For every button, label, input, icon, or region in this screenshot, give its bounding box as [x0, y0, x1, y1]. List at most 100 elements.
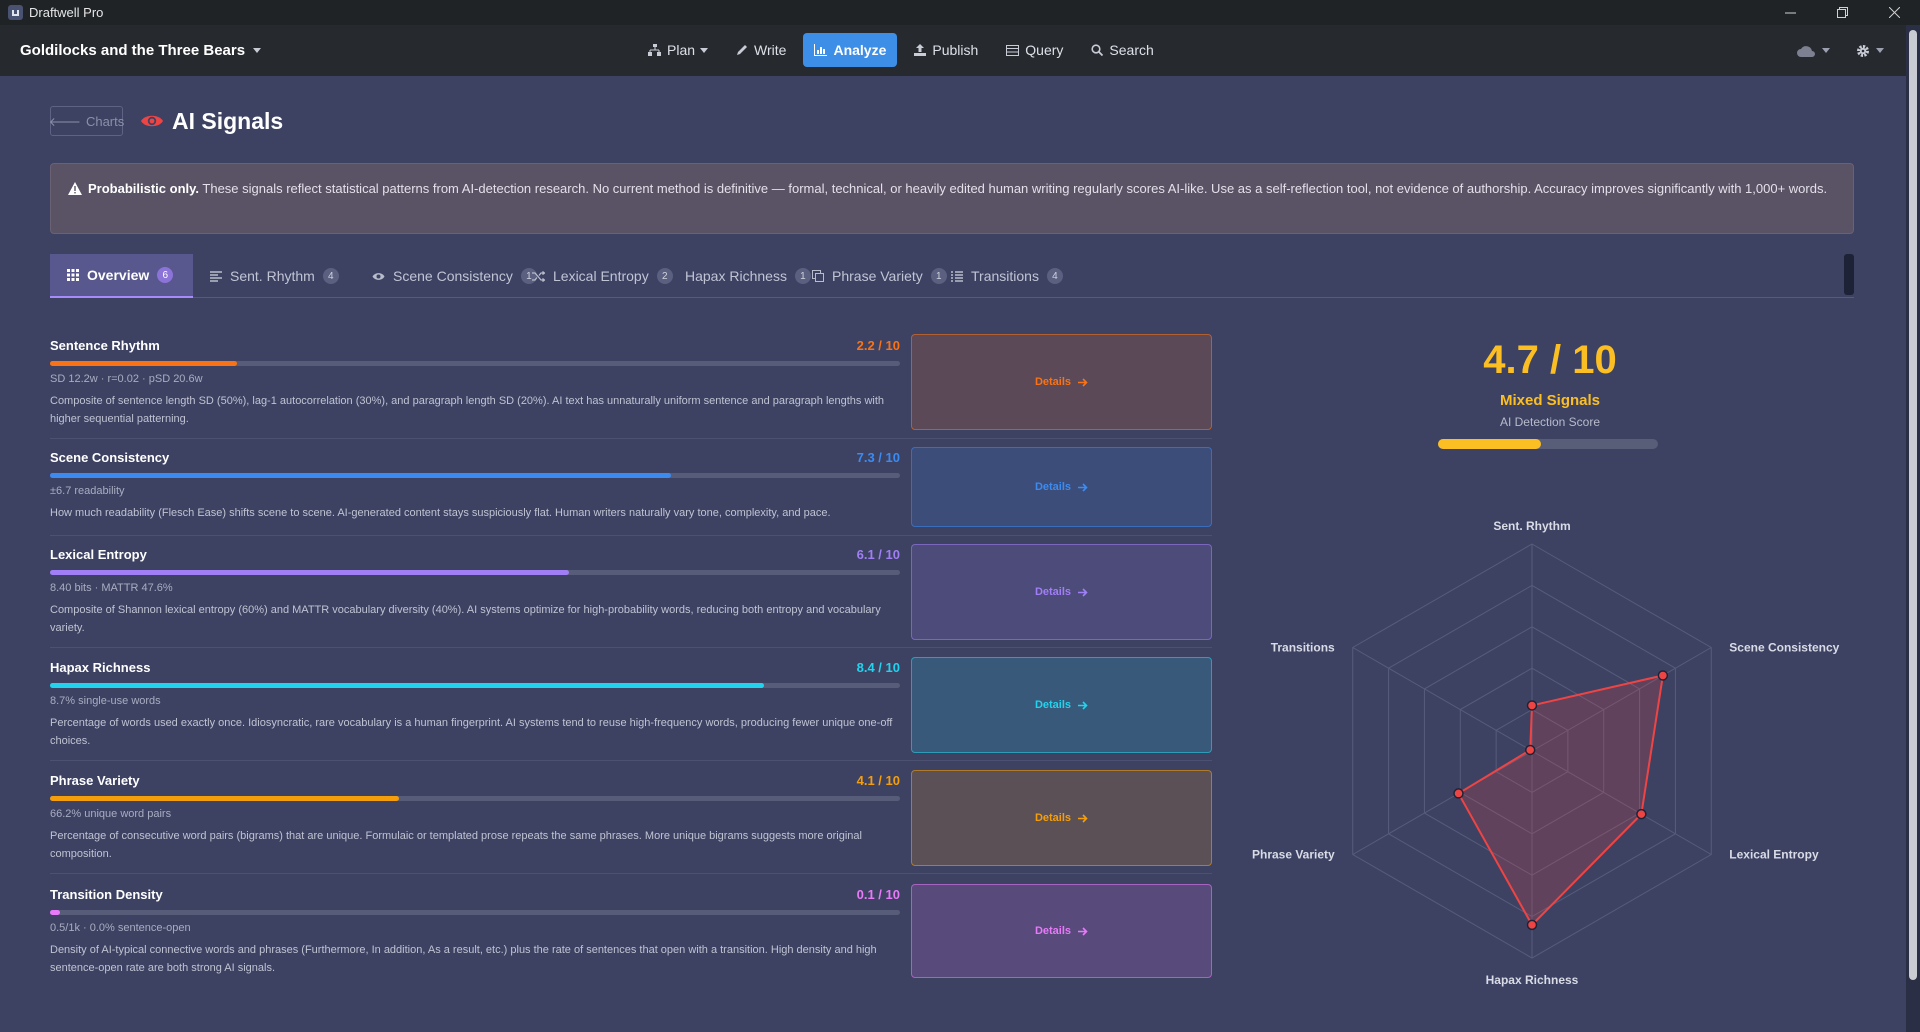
arrow-right-icon — [1078, 926, 1088, 936]
tab-hapax-richness[interactable]: Hapax Richness 1 — [668, 254, 828, 298]
metric-description: Percentage of words used exactly once. I… — [50, 717, 893, 747]
tab-count-badge: 2 — [656, 268, 673, 284]
radar-data-area — [1457, 674, 1664, 926]
upload-icon — [914, 44, 927, 56]
metric-stats: 8.40 bits · MATTR 47.6% — [50, 582, 173, 594]
window-title: Draftwell Pro — [29, 5, 104, 20]
metric-description: Composite of Shannon lexical entropy (60… — [50, 604, 881, 634]
tab-count-badge: 4 — [1046, 268, 1063, 284]
nav-analyze[interactable]: Analyze — [803, 33, 898, 67]
back-button-label: Charts — [85, 113, 125, 129]
metric-divider — [50, 535, 1212, 536]
metric-progress-fill — [50, 361, 237, 366]
arrow-right-icon — [1078, 482, 1088, 492]
document-selector[interactable]: Goldilocks and the Three Bears — [20, 25, 262, 76]
eye-icon — [140, 113, 164, 129]
nav-analyze-label: Analyze — [833, 42, 887, 58]
metric-score: 6.1 / 10 — [856, 547, 900, 562]
nav-search[interactable]: Search — [1080, 33, 1164, 67]
details-button-hapax-richness[interactable]: Details — [911, 657, 1212, 753]
arrow-right-icon — [1078, 700, 1088, 710]
metric-progress-track — [50, 473, 900, 478]
radar-data-point — [1657, 670, 1669, 681]
metric-divider — [50, 873, 1212, 874]
details-button-lexical-entropy[interactable]: Details — [911, 544, 1212, 640]
nav-query[interactable]: Query — [995, 33, 1074, 67]
tab-count-badge: 6 — [157, 267, 174, 283]
details-label: Details — [1034, 376, 1072, 388]
tab-count-badge: 4 — [322, 268, 339, 284]
back-to-charts-button[interactable]: 🡐 Charts — [48, 106, 125, 136]
close-button[interactable] — [1868, 0, 1920, 25]
metric-progress-fill — [50, 683, 764, 688]
pencil-icon — [736, 44, 748, 56]
radar-axis-label: Transitions — [1271, 641, 1335, 655]
nav-plan-label: Plan — [667, 42, 696, 58]
grid-icon — [67, 269, 79, 281]
radar-data-point — [1526, 700, 1538, 711]
metric-progress-track — [50, 910, 900, 915]
bar-chart-icon — [814, 44, 828, 56]
radar-data-point — [1524, 744, 1536, 756]
scrollbar-thumb[interactable] — [1909, 30, 1917, 980]
metric-description: Composite of sentence length SD (50%), l… — [50, 395, 885, 425]
radar-axis-label: Phrase Variety — [1252, 848, 1335, 862]
arrow-left-icon: 🡐 — [48, 114, 81, 129]
settings-menu[interactable] — [1856, 44, 1884, 58]
signals-radar-chart: Sent. Rhythm Scene Consistency Lexical Ent… — [1252, 519, 1840, 987]
tab-transitions[interactable]: Transitions 4 — [934, 254, 1080, 298]
metric-name: Phrase Variety — [50, 773, 140, 788]
tab-phrase-variety-label: Phrase Variety — [832, 268, 923, 284]
metric-progress-fill — [50, 473, 671, 478]
metric-divider — [50, 760, 1212, 761]
metric-name: Transition Density — [50, 887, 163, 902]
metric-progress-fill — [50, 570, 569, 575]
metric-description: Percentage of consecutive word pairs (bi… — [50, 830, 862, 860]
tab-hapax-richness-label: Hapax Richness — [685, 268, 787, 284]
metric-progress-track — [50, 683, 900, 688]
page-title: AI Signals — [140, 104, 283, 138]
details-button-sentence-rhythm[interactable]: Details — [911, 334, 1212, 430]
nav-query-label: Query — [1025, 42, 1064, 58]
warning-icon — [68, 180, 82, 202]
nav-write[interactable]: Write — [725, 33, 797, 67]
nav-plan[interactable]: Plan — [637, 33, 719, 67]
tab-overview[interactable]: Overview 6 — [50, 254, 193, 298]
metric-stats: 66.2% unique word pairs — [50, 808, 172, 820]
window-titlebar: Draftwell Pro — [0, 0, 1920, 25]
metric-stats: 8.7% single-use words — [50, 695, 161, 707]
metric-name: Lexical Entropy — [50, 547, 147, 562]
search-icon — [1091, 44, 1104, 56]
metric-stats: 0.5/1k · 0.0% sentence-open — [50, 922, 191, 934]
gear-icon — [1857, 44, 1869, 57]
nav-write-label: Write — [754, 42, 787, 58]
details-button-transition-density[interactable]: Details — [911, 884, 1212, 978]
disclaimer-alert: Probabilistic only. These signals reflec… — [50, 163, 1854, 234]
table-icon — [1006, 44, 1020, 56]
tabs-scroll-handle[interactable] — [1844, 254, 1854, 295]
tab-phrase-variety[interactable]: Phrase Variety 1 — [795, 254, 964, 298]
restore-button[interactable] — [1816, 0, 1868, 25]
metric-progress-track — [50, 361, 900, 366]
metric-name: Sentence Rhythm — [50, 338, 160, 353]
details-button-scene-consistency[interactable]: Details — [911, 447, 1212, 527]
cloud-sync-menu[interactable] — [1796, 44, 1830, 57]
details-label: Details — [1034, 699, 1072, 711]
metric-name: Hapax Richness — [50, 660, 151, 675]
chevron-down-icon — [253, 48, 262, 53]
overall-verdict: Mixed Signals — [1499, 392, 1601, 409]
minimize-button[interactable] — [1764, 0, 1816, 25]
nav-publish[interactable]: Publish — [903, 33, 989, 67]
page-scrollbar[interactable] — [1906, 25, 1920, 1032]
align-left-icon — [210, 270, 222, 282]
arrow-right-icon — [1078, 813, 1088, 823]
tab-lexical-entropy[interactable]: Lexical Entropy 2 — [515, 254, 690, 298]
restore-icon — [1836, 7, 1848, 18]
metric-description: Density of AI-typical connective words a… — [50, 944, 877, 974]
shuffle-icon — [532, 270, 545, 282]
details-button-phrase-variety[interactable]: Details — [911, 770, 1212, 866]
app-header: Goldilocks and the Three Bears Plan Writ… — [0, 25, 1920, 76]
tab-sent-rhythm[interactable]: Sent. Rhythm 4 — [193, 254, 356, 298]
radar-axis-line — [1352, 750, 1533, 855]
metric-score: 8.4 / 10 — [856, 660, 900, 675]
